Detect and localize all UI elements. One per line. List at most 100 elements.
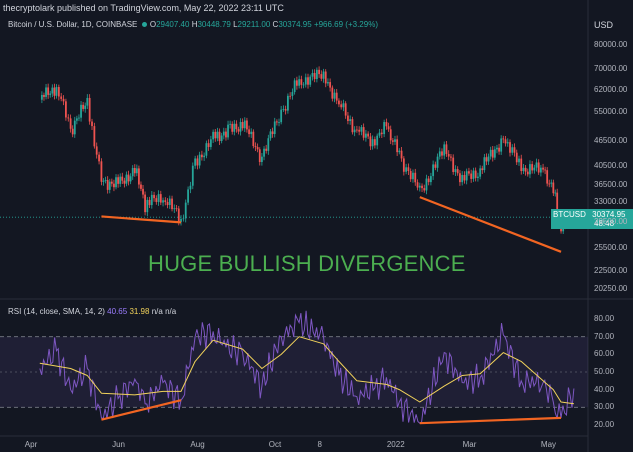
rsi-tick-6: 20.00 (594, 419, 615, 429)
candle-body (546, 170, 549, 184)
candle-body (140, 184, 142, 189)
open-value: 29407.40 (156, 20, 190, 29)
candle-body (438, 151, 441, 157)
candle-body (550, 182, 553, 184)
candle-body (216, 131, 219, 139)
candle-body (398, 150, 401, 153)
price-divergence-line-1 (419, 196, 562, 253)
rsi-line (39, 310, 575, 424)
candle-body (353, 129, 356, 133)
candle-body (522, 167, 525, 172)
candle-body (62, 98, 65, 102)
candle-body (269, 131, 272, 139)
candle-body (115, 177, 117, 188)
candle-body (309, 76, 312, 85)
candle-body (481, 168, 484, 171)
time-tick-2: Aug (190, 440, 205, 449)
candle-body (313, 72, 316, 80)
candle-body (472, 170, 475, 179)
candle-body (542, 167, 544, 170)
candle-body (252, 131, 255, 147)
candle-body (43, 94, 45, 97)
candle-body (150, 194, 153, 206)
candle-body (88, 97, 91, 122)
candle-body (280, 109, 283, 123)
candle-body (496, 147, 498, 150)
candle-body (187, 189, 189, 203)
rsi-na-2: n/a (165, 307, 177, 316)
candle-body (164, 200, 167, 202)
candle-body (356, 129, 358, 131)
price-tag-symbol: BTCUSD (553, 210, 586, 219)
candle-body (212, 131, 215, 140)
candle-body (500, 138, 503, 152)
candle-body (100, 161, 103, 182)
time-tick-0: Apr (24, 440, 38, 449)
candle-body (131, 167, 134, 177)
candle-body (511, 147, 514, 153)
candle-body (493, 149, 496, 158)
candle-body (489, 149, 492, 157)
candle-body (84, 105, 87, 109)
low-value: 29211.00 (237, 20, 271, 29)
candle-body (362, 127, 365, 138)
candle-body (57, 87, 60, 97)
candle-body (282, 109, 285, 110)
candle-body (423, 188, 426, 191)
price-tick-9: 25500.00 (594, 243, 628, 253)
candle-body (491, 149, 494, 158)
candle-body (209, 139, 212, 147)
candle-body (98, 154, 100, 162)
candle-body (273, 121, 276, 135)
candle-body (148, 199, 151, 206)
price-tick-4: 46500.00 (594, 136, 628, 146)
candle-body (254, 146, 257, 148)
candle-body (265, 148, 268, 151)
candle-body (298, 79, 301, 86)
candle-body (307, 77, 309, 85)
candle-body (220, 135, 223, 142)
candle-body (275, 121, 278, 123)
time-tick-4: 8 (317, 440, 322, 449)
candle-body (432, 164, 435, 177)
candle-body (78, 117, 80, 119)
candle-body (425, 178, 428, 191)
candle-body (548, 183, 551, 185)
candle-body (552, 182, 555, 194)
rsi-tick-4: 40.00 (594, 384, 615, 394)
candle-body (173, 208, 176, 210)
currency-label: USD (594, 20, 614, 30)
candle-body (248, 129, 250, 135)
candle-body (537, 162, 540, 173)
candle-body (331, 87, 334, 99)
candle-body (60, 96, 63, 99)
candle-body (267, 138, 270, 151)
candle-body (322, 71, 325, 79)
rsi-tick-0: 80.00 (594, 314, 615, 324)
last-price-tag: BTCUSD 30374.95 48:48 (551, 209, 633, 229)
candle-body (436, 156, 439, 168)
candle-body (86, 97, 89, 106)
candle-body (153, 194, 155, 199)
candle-body (184, 202, 187, 219)
candle-body (418, 185, 421, 188)
candle-body (454, 169, 457, 172)
candle-body (369, 136, 372, 147)
candle-body (293, 80, 296, 93)
candle-body (349, 119, 352, 122)
candle-body (138, 168, 140, 185)
candle-body (258, 149, 261, 163)
candle-body (376, 135, 379, 146)
price-tag-countdown: 48:48 (594, 219, 615, 228)
rsi-divergence-line-0 (101, 399, 182, 421)
rsi-divergence-line-1 (419, 416, 562, 425)
candle-body (243, 120, 246, 129)
candle-body (463, 175, 466, 181)
candle-body (434, 164, 437, 168)
candle-body (421, 185, 423, 189)
price-tick-1: 70000.00 (594, 63, 628, 73)
candle-body (470, 173, 473, 179)
time-tick-5: 2022 (386, 440, 405, 449)
candle-body (513, 147, 516, 153)
